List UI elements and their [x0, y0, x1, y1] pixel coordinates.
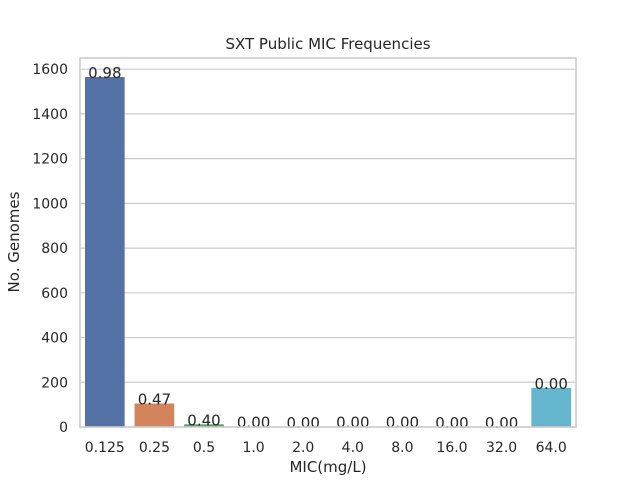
- x-tick-label: 8.0: [391, 440, 413, 456]
- y-tick-label: 200: [41, 375, 68, 391]
- bar-value-label: 0.00: [336, 414, 369, 432]
- bar: [84, 77, 125, 427]
- bar-value-label: 0.47: [138, 391, 171, 409]
- y-tick-label: 800: [41, 241, 68, 257]
- x-tick-label: 1.0: [242, 440, 264, 456]
- y-tick-label: 1200: [32, 152, 68, 168]
- x-tick-label: 64.0: [536, 440, 567, 456]
- y-axis-label: No. Genomes: [5, 191, 23, 292]
- bar-value-label: 0.40: [187, 411, 220, 429]
- y-tick-label: 600: [41, 286, 68, 302]
- bar-value-label: 0.00: [386, 414, 419, 432]
- bar: [531, 387, 572, 427]
- x-tick-label: 0.25: [139, 440, 170, 456]
- y-tick-label: 1600: [32, 62, 68, 78]
- chart-title: SXT Public MIC Frequencies: [225, 35, 430, 53]
- x-tick-label: 32.0: [486, 440, 517, 456]
- x-axis-label: MIC(mg/L): [289, 458, 366, 476]
- x-tick-label: 4.0: [342, 440, 364, 456]
- bar-value-label: 0.98: [88, 64, 121, 82]
- x-tick-label: 16.0: [436, 440, 467, 456]
- bar: [134, 403, 175, 427]
- x-tick-label: 2.0: [292, 440, 314, 456]
- y-tick-labels: 0 200 400 600 800 1000 1200 1400 1600: [32, 62, 68, 436]
- x-tick-labels: 0.125 0.25 0.5 1.0 2.0 4.0 8.0 16.0 32.0 64.0: [85, 440, 567, 456]
- x-tick-label: 0.125: [85, 440, 125, 456]
- plot-frame: [79, 57, 577, 428]
- grid-lines: [80, 68, 576, 428]
- bar-value-label: 0.00: [286, 414, 319, 432]
- bar: [184, 424, 224, 427]
- bar-value-label: 0.00: [237, 414, 270, 432]
- y-tick-label: 1000: [32, 196, 68, 212]
- y-tick-label: 0: [59, 420, 68, 436]
- y-tick-label: 400: [41, 331, 68, 347]
- bar-value-label: 0.00: [534, 375, 567, 393]
- y-tick-label: 1400: [32, 107, 68, 123]
- bar-value-label: 0.00: [435, 414, 468, 432]
- bars: [84, 77, 572, 427]
- x-tick-label: 0.5: [193, 440, 215, 456]
- bar-value-label: 0.00: [485, 414, 518, 432]
